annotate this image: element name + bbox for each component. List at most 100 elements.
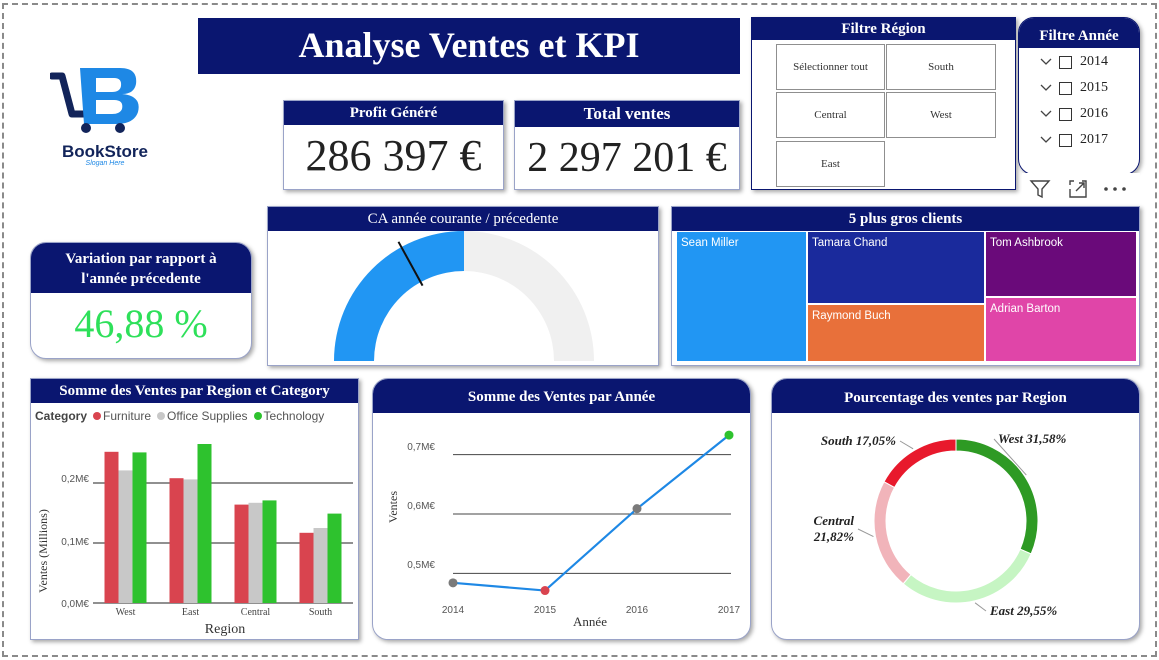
bar-chart: Ventes (Millions) Region 0,0M€ 0,1M€ 0,2… xyxy=(36,444,353,637)
chevron-down-icon[interactable] xyxy=(1039,55,1053,69)
kpi-sales-label: Total ventes xyxy=(515,101,739,127)
bar-east-technology xyxy=(197,444,212,603)
page-title: Analyse Ventes et KPI xyxy=(198,18,740,74)
bar-legend: Category Furniture Office Supplies Techn… xyxy=(35,409,324,423)
gauge-title: CA année courante / précedente xyxy=(268,207,658,231)
bar-east-office-supplies xyxy=(183,479,198,603)
variation-card: Variation par rapport à l'année préceden… xyxy=(30,242,252,359)
treemap-tile-tamara-chand[interactable]: Tamara Chand xyxy=(807,231,985,304)
donut-label-central-name: Central xyxy=(814,513,855,528)
bar-ylabel: Ventes (Millions) xyxy=(36,509,50,593)
brand-slogan: Slogan Here xyxy=(85,160,125,167)
region-option-east[interactable]: East xyxy=(776,141,885,187)
treemap-tile-tom-ashbrook[interactable]: Tom Ashbrook xyxy=(985,231,1137,297)
bar-category-label: South xyxy=(309,607,332,618)
brand-name: BookStore xyxy=(62,142,148,161)
legend-label-technology: Technology xyxy=(263,409,325,423)
line-chart: Ventes Année 0,5M€ 0,6M€ 0,7M€ 2014 2015 2… xyxy=(386,430,741,629)
year-option-2017[interactable]: 2017 xyxy=(1039,132,1108,148)
line-tick-1: 0,6M€ xyxy=(407,501,435,512)
variation-label: Variation par rapport à l'année préceden… xyxy=(31,243,251,293)
year-filter-title: Filtre Année xyxy=(1019,18,1139,48)
year-option-2015[interactable]: 2015 xyxy=(1039,80,1108,96)
logo: BookStore Slogan Here xyxy=(12,14,198,200)
legend-label-office: Office Supplies xyxy=(167,409,248,423)
donut-leader-line xyxy=(993,438,1027,476)
visual-toolbar xyxy=(1022,173,1140,205)
line-x-tick: 2016 xyxy=(626,605,649,616)
checkbox[interactable] xyxy=(1059,107,1072,121)
dashboard-frame xyxy=(2,3,1157,657)
year-label: 2016 xyxy=(1080,106,1108,121)
region-option-west[interactable]: West xyxy=(886,92,996,138)
checkbox[interactable] xyxy=(1059,55,1072,69)
donut-leader-line xyxy=(974,602,987,612)
bar-chart-title: Somme des Ventes par Region et Category xyxy=(31,379,358,403)
bar-south-furniture xyxy=(299,532,314,603)
donut-title: Pourcentage des ventes par Region xyxy=(772,379,1139,413)
variation-value: 46,88 % xyxy=(74,301,208,346)
donut-leader-line xyxy=(857,528,874,537)
chevron-down-icon[interactable] xyxy=(1039,107,1053,121)
cart-logo-icon xyxy=(50,68,139,133)
filter-icon[interactable] xyxy=(1028,177,1052,201)
kpi-sales-value: 2 297 201 € xyxy=(527,135,727,181)
checkbox[interactable] xyxy=(1059,133,1072,147)
donut-slice-south xyxy=(883,438,957,489)
gauge-target-needle xyxy=(397,241,424,287)
donut-label-south: South 17,05% xyxy=(821,433,896,448)
donut-slice-west xyxy=(955,438,1039,555)
bar-category-label: West xyxy=(116,607,136,618)
bar-xlabel: Region xyxy=(205,622,245,637)
donut-label-west: West 31,58% xyxy=(998,431,1067,446)
chevron-down-icon[interactable] xyxy=(1039,81,1053,95)
more-options-icon[interactable] xyxy=(1102,177,1128,201)
legend-dot-office xyxy=(157,412,166,420)
line-x-tick: 2017 xyxy=(718,605,741,616)
bar-west-technology xyxy=(132,452,147,603)
treemap-tile-adrian-barton[interactable]: Adrian Barton xyxy=(985,297,1137,362)
line-ylabel: Ventes xyxy=(386,491,400,523)
line-x-tick: 2014 xyxy=(442,605,465,616)
bar-south-office-supplies xyxy=(313,528,328,603)
region-option-south[interactable]: South xyxy=(886,44,996,90)
gauge-chart xyxy=(334,231,594,361)
kpi-profit-card: Profit Généré 286 397 € xyxy=(283,100,504,190)
treemap-tile-raymond-buch[interactable]: Raymond Buch xyxy=(807,304,985,362)
bar-central-furniture xyxy=(234,504,249,603)
line-point-2016 xyxy=(632,504,642,514)
year-option-2014[interactable]: 2014 xyxy=(1039,54,1108,70)
region-option-select-all[interactable]: Sélectionner tout xyxy=(776,44,885,90)
treemap-tile-sean-miller[interactable]: Sean Miller xyxy=(676,231,807,362)
region-option-central[interactable]: Central xyxy=(776,92,885,138)
chevron-down-icon[interactable] xyxy=(1039,133,1053,147)
bar-tick-1: 0,1M€ xyxy=(61,537,89,548)
donut-card: Pourcentage des ventes par Region West 3… xyxy=(771,378,1140,640)
line-chart-title: Somme des Ventes par Année xyxy=(373,379,750,413)
line-point-2015 xyxy=(540,586,550,596)
line-tick-0: 0,5M€ xyxy=(407,560,435,571)
donut-label-east: East 29,55% xyxy=(989,603,1057,618)
legend-label-furniture: Furniture xyxy=(103,409,152,423)
donut-leader-line xyxy=(899,440,914,450)
legend-dot-furniture xyxy=(93,412,102,420)
bar-category-label: East xyxy=(182,607,199,618)
focus-mode-icon[interactable] xyxy=(1066,177,1090,201)
bar-west-office-supplies xyxy=(118,470,133,603)
line-xlabel: Année xyxy=(573,614,607,629)
year-option-2016[interactable]: 2016 xyxy=(1039,106,1108,122)
year-label: 2015 xyxy=(1080,80,1108,95)
gauge-fill xyxy=(334,231,464,361)
bar-central-technology xyxy=(262,500,277,603)
region-filter-title: Filtre Région xyxy=(752,18,1015,40)
donut-slice-central xyxy=(873,481,912,585)
region-filter: Filtre Région Sélectionner tout South Ce… xyxy=(751,17,1016,190)
bar-legend-title: Category xyxy=(35,409,88,423)
year-label: 2017 xyxy=(1080,132,1108,147)
checkbox[interactable] xyxy=(1059,81,1072,95)
bar-south-technology xyxy=(327,513,342,603)
treemap-card: 5 plus gros clients Sean Miller Tamara C… xyxy=(671,206,1140,366)
kpi-profit-label: Profit Généré xyxy=(284,101,503,125)
line-point-2014 xyxy=(448,578,458,588)
